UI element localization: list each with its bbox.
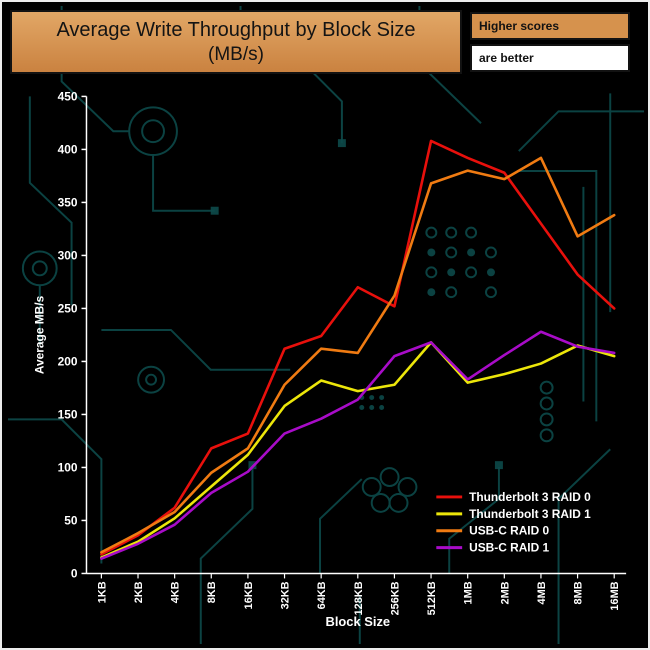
x-tick-label: 8KB [206, 581, 218, 603]
x-tick-label: 128KB [353, 581, 365, 615]
x-tick-label: 1MB [463, 581, 475, 604]
x-tick-label: 8MB [573, 581, 585, 604]
chart-title-units: (MB/s) [208, 44, 264, 65]
y-tick-label: 350 [58, 195, 78, 209]
chart-title-box: Average Write Throughput by Block Size (… [10, 10, 462, 74]
series-line-2 [100, 156, 616, 554]
x-tick-label: 32KB [280, 581, 292, 609]
x-tick-label: 1KB [96, 581, 108, 603]
x-tick-label: 64KB [316, 581, 328, 609]
x-tick-label: 16KB [243, 581, 255, 609]
y-tick-label: 400 [58, 142, 78, 156]
score-note-bottom: are better [470, 44, 630, 72]
series-line-3 [100, 330, 616, 560]
y-tick-label: 50 [64, 513, 78, 527]
y-tick-label: 300 [58, 248, 78, 262]
y-tick-label: 100 [58, 460, 78, 474]
y-tick-label: 0 [71, 566, 78, 580]
score-note-top: Higher scores [470, 12, 630, 40]
legend-label-0: Thunderbolt 3 RAID 0 [469, 490, 591, 504]
x-tick-label: 4MB [536, 581, 548, 604]
y-tick-label: 450 [58, 89, 78, 103]
x-tick-label: 4KB [170, 581, 182, 603]
y-tick-label: 200 [58, 354, 78, 368]
y-tick-label: 250 [58, 301, 78, 315]
score-note: Higher scores are better [470, 12, 630, 72]
series-line-1 [100, 341, 616, 559]
x-tick-label: 2MB [499, 581, 511, 604]
y-axis-title: Average MB/s [33, 295, 47, 374]
x-tick-label: 16MB [609, 581, 621, 610]
x-tick-label: 512KB [426, 581, 438, 615]
series-line-0 [100, 139, 616, 556]
legend-label-1: Thunderbolt 3 RAID 1 [469, 507, 591, 521]
y-tick-label: 150 [58, 407, 78, 421]
legend-label-3: USB-C RAID 1 [469, 541, 549, 555]
x-tick-label: 2KB [133, 581, 145, 603]
legend-label-2: USB-C RAID 0 [469, 524, 549, 538]
x-axis-title: Block Size [326, 614, 391, 629]
x-tick-label: 256KB [389, 581, 401, 615]
chart-title: Average Write Throughput by Block Size [56, 19, 416, 41]
